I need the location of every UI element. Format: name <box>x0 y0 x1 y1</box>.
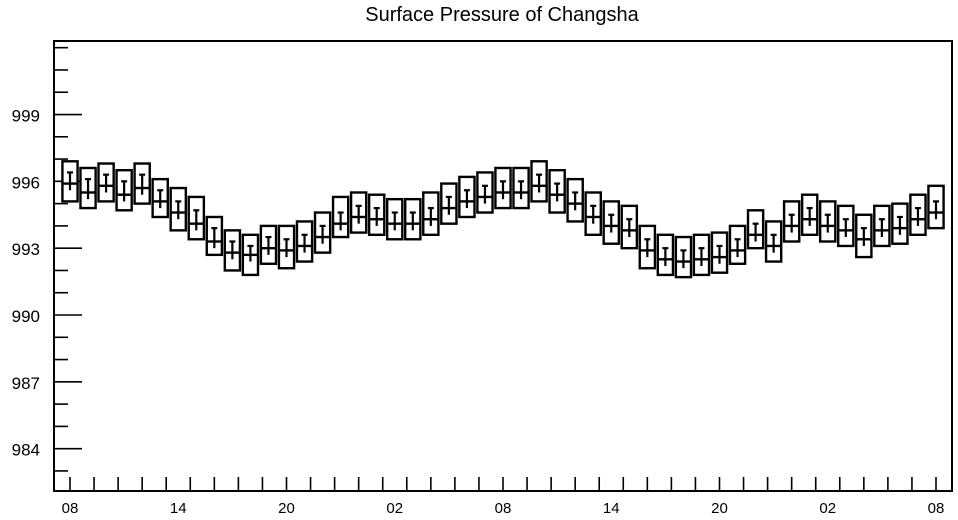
box-item <box>710 231 729 274</box>
box-item <box>674 235 693 279</box>
box-item <box>728 224 747 265</box>
y-tick-label: 990 <box>12 307 40 326</box>
y-tick-label: 999 <box>12 107 40 126</box>
box-item <box>404 197 422 241</box>
y-axis: 984 987 990 993 996 999 <box>12 46 82 472</box>
box-item <box>440 182 458 225</box>
box-item <box>223 229 242 272</box>
box-item <box>476 171 494 214</box>
box-item <box>458 175 476 219</box>
box-item <box>331 195 350 239</box>
box-item <box>349 191 368 234</box>
box-item <box>422 191 440 237</box>
x-tick-label: 08 <box>495 500 512 517</box>
box-item <box>909 193 927 237</box>
box-item <box>277 224 296 270</box>
box-item <box>385 197 404 241</box>
x-tick-label: 20 <box>278 500 295 517</box>
box-item <box>259 224 278 265</box>
box-item <box>133 162 151 205</box>
box-item <box>566 177 584 223</box>
box-item <box>584 191 602 237</box>
box-item <box>169 186 188 232</box>
box-item <box>855 213 873 259</box>
box-item <box>602 200 621 245</box>
box-item <box>620 204 639 250</box>
box-item <box>548 169 566 214</box>
chart-title: Surface Pressure of Changsha <box>365 4 639 26</box>
plot-frame <box>53 40 953 492</box>
x-tick-label: 08 <box>928 500 945 517</box>
box-item <box>764 220 783 263</box>
box-item <box>97 162 115 203</box>
box-item <box>638 224 657 270</box>
x-tick-label: 14 <box>603 500 620 517</box>
box-item <box>61 160 79 203</box>
box-item <box>692 233 711 277</box>
y-tick-label: 987 <box>12 374 40 393</box>
box-item <box>79 166 97 210</box>
box-item <box>656 233 675 277</box>
x-tick-label: 02 <box>819 500 836 517</box>
box-item <box>746 209 765 250</box>
box-item <box>818 200 837 243</box>
y-tick-label: 993 <box>12 240 40 259</box>
box-item <box>115 169 133 212</box>
box-item <box>313 211 332 254</box>
x-axis: 08 14 20 02 08 14 20 02 08 <box>62 477 945 517</box>
y-tick-label: 996 <box>12 173 40 192</box>
box-item <box>800 193 819 237</box>
box-item <box>873 204 891 248</box>
x-tick-label: 02 <box>386 500 403 517</box>
box-item <box>530 160 548 203</box>
box-series <box>61 160 945 279</box>
box-item <box>837 204 855 248</box>
box-item <box>295 220 314 263</box>
box-item <box>241 233 260 277</box>
box-item <box>512 166 530 210</box>
box-item <box>151 177 169 219</box>
x-tick-label: 08 <box>62 500 79 517</box>
x-tick-label: 14 <box>170 500 187 517</box>
y-tick-label: 984 <box>12 441 40 460</box>
box-item <box>782 200 801 243</box>
x-tick-label: 20 <box>711 500 728 517</box>
box-item <box>187 195 206 241</box>
box-item <box>494 166 512 210</box>
box-item <box>205 215 224 257</box>
box-item <box>891 202 909 245</box>
box-item <box>927 184 945 230</box>
box-item <box>367 193 386 237</box>
